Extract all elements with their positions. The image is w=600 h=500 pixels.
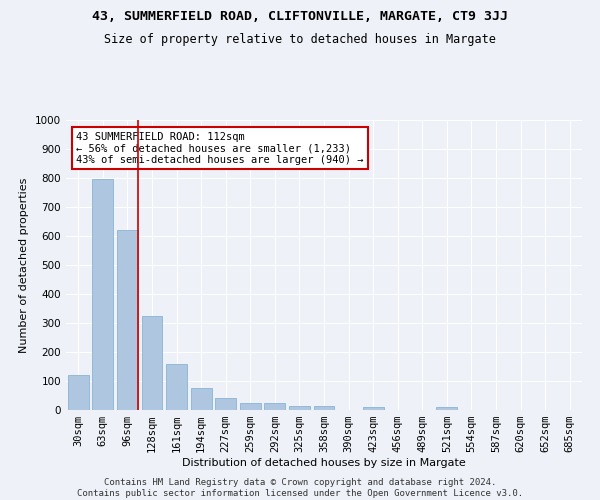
Bar [215, 398, 236, 410]
Text: Contains HM Land Registry data © Crown copyright and database right 2024.
Contai: Contains HM Land Registry data © Crown c… [77, 478, 523, 498]
Bar [68, 375, 89, 410]
Bar [117, 230, 138, 410]
Bar [191, 388, 212, 410]
Bar [289, 406, 310, 410]
Bar [265, 403, 286, 410]
Bar [362, 407, 383, 410]
Bar [240, 403, 261, 410]
Text: 43, SUMMERFIELD ROAD, CLIFTONVILLE, MARGATE, CT9 3JJ: 43, SUMMERFIELD ROAD, CLIFTONVILLE, MARG… [92, 10, 508, 23]
Bar [314, 406, 334, 410]
X-axis label: Distribution of detached houses by size in Margate: Distribution of detached houses by size … [182, 458, 466, 468]
Bar [166, 364, 187, 410]
Text: Size of property relative to detached houses in Margate: Size of property relative to detached ho… [104, 32, 496, 46]
Bar [436, 407, 457, 410]
Text: 43 SUMMERFIELD ROAD: 112sqm
← 56% of detached houses are smaller (1,233)
43% of : 43 SUMMERFIELD ROAD: 112sqm ← 56% of det… [76, 132, 364, 165]
Bar [92, 180, 113, 410]
Y-axis label: Number of detached properties: Number of detached properties [19, 178, 29, 352]
Bar [142, 316, 163, 410]
